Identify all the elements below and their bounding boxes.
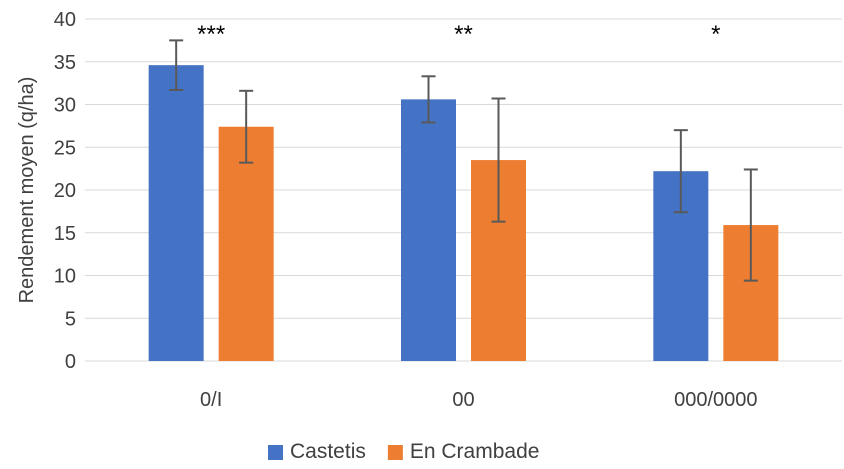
bar (401, 99, 456, 362)
y-tick-label: 20 (54, 180, 76, 202)
legend-swatch (387, 445, 403, 460)
significance-annotations: *** ** * (197, 21, 720, 48)
y-tick-label: 5 (65, 308, 76, 330)
x-tick-labels: 0/I 00 000/0000 (200, 389, 758, 411)
bar (148, 65, 204, 362)
error-bars (169, 39, 758, 282)
y-axis-title: Rendement moyen (q/ha) (16, 77, 38, 304)
bars (148, 65, 779, 362)
legend-label: En Crambade (410, 440, 540, 463)
significance-label: * (711, 21, 720, 48)
legend: Castetis En Crambade (268, 440, 539, 463)
significance-label: ** (454, 21, 473, 48)
significance-label: *** (197, 21, 225, 48)
bar (218, 126, 274, 361)
y-tick-label: 30 (54, 95, 76, 117)
y-tick-label: 40 (54, 9, 76, 31)
x-tick-label: 00 (452, 389, 474, 411)
y-tick-label: 15 (54, 223, 76, 245)
gridlines (85, 18, 842, 362)
y-tick-label: 35 (54, 52, 76, 74)
x-tick-label: 0/I (200, 389, 222, 411)
x-tick-label: 000/0000 (674, 389, 757, 411)
y-tick-label: 0 (65, 351, 76, 373)
y-tick-label: 10 (54, 266, 76, 288)
legend-swatch (268, 445, 283, 460)
y-tick-label: 25 (54, 137, 76, 159)
legend-label: Castetis (290, 440, 366, 463)
y-tick-labels: 0 5 10 15 20 25 30 35 40 (54, 9, 76, 373)
